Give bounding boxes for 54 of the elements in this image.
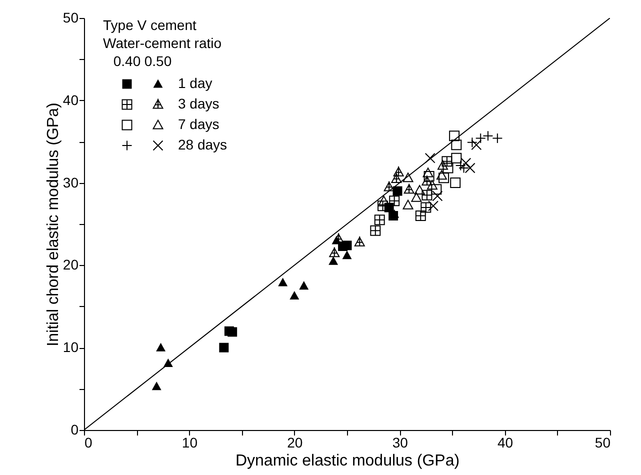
point	[422, 190, 432, 200]
annotation: Water-cement ratio	[103, 35, 222, 51]
point	[329, 246, 340, 258]
y-axis-title: Initial chord elastic modulus (GPa)	[44, 102, 62, 346]
annotation: 0.40	[113, 53, 141, 69]
point	[354, 236, 365, 246]
legend-title: Type V cement	[103, 17, 196, 33]
point	[391, 172, 402, 183]
x-axis-title: Dynamic elastic modulus (GPa)	[235, 452, 460, 470]
annotation: 0.50	[144, 53, 172, 69]
point	[370, 225, 381, 236]
point	[442, 162, 454, 174]
point	[219, 342, 229, 352]
y-tick-label: 40	[62, 92, 79, 108]
point	[152, 382, 162, 390]
legend-label: 28 days	[178, 136, 228, 152]
x-tick-label: 30	[392, 434, 408, 450]
legend-label: 7 days	[178, 116, 220, 132]
y-tick-label: 10	[62, 339, 79, 356]
point	[278, 278, 288, 286]
point	[374, 214, 385, 226]
point	[393, 166, 404, 176]
point	[431, 184, 442, 195]
x-tick-label: 0	[84, 434, 92, 450]
point	[420, 202, 432, 213]
legend-label: 1 day	[178, 75, 212, 91]
point	[451, 140, 462, 150]
point	[290, 290, 300, 300]
point	[451, 152, 462, 164]
point	[449, 130, 460, 142]
point	[342, 240, 352, 250]
point	[450, 178, 461, 188]
point	[299, 281, 309, 290]
y-tick-label: 50	[62, 10, 79, 26]
point	[415, 210, 426, 222]
x-tick-label: 40	[498, 434, 514, 450]
point	[342, 250, 352, 260]
x-tick-label: 50	[594, 434, 611, 450]
point	[228, 327, 238, 337]
point	[442, 156, 452, 167]
x-tick-label: 10	[182, 434, 198, 450]
point	[384, 180, 394, 192]
y-tick-label: 30	[62, 174, 79, 190]
point	[404, 183, 414, 194]
point	[438, 172, 450, 184]
point	[156, 342, 166, 352]
point	[402, 200, 414, 210]
legend-label: 3 days	[178, 96, 220, 112]
point	[389, 196, 400, 206]
x-tick-label: 20	[287, 434, 303, 450]
y-tick-label: 0	[70, 422, 79, 438]
point	[328, 256, 338, 265]
point	[378, 200, 388, 212]
y-tick-label: 20	[62, 256, 79, 273]
